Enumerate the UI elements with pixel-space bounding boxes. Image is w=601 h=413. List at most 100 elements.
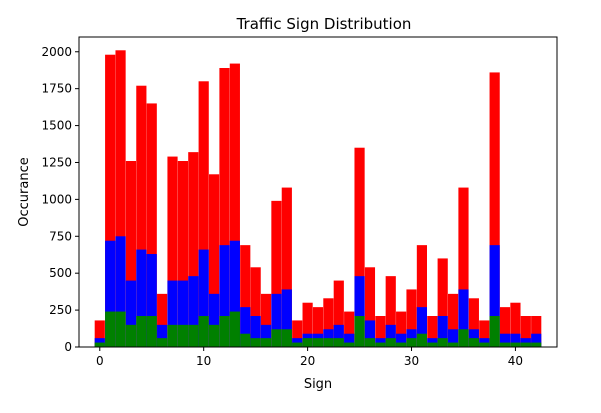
- y-axis-label: Occurance: [17, 157, 32, 226]
- bar-series2-sign-35: [458, 329, 469, 347]
- bar-series2-sign-9: [188, 324, 199, 347]
- bar-series2-sign-0: [94, 342, 105, 347]
- bar-series0-sign-13: [229, 63, 240, 347]
- bar-series0-sign-41: [520, 316, 531, 347]
- bar-series2-sign-13: [229, 311, 240, 347]
- x-tick-label: 40: [508, 354, 523, 368]
- bar-series2-sign-34: [448, 342, 459, 347]
- bar-series0-sign-40: [510, 302, 521, 347]
- bar-series1-sign-6: [157, 324, 168, 347]
- bar-series2-sign-28: [385, 338, 396, 347]
- bar-series0-sign-14: [240, 245, 251, 347]
- bar-series1-sign-40: [510, 333, 521, 347]
- bar-series2-sign-1: [105, 311, 116, 347]
- bar-series0-sign-22: [323, 298, 334, 347]
- bar-series1-sign-42: [531, 333, 542, 347]
- bar-series2-sign-20: [302, 338, 313, 347]
- bar-series2-sign-40: [510, 342, 521, 347]
- plot-frame: [78, 36, 558, 348]
- bar-series2-sign-26: [364, 338, 376, 347]
- bar-series0-sign-19: [292, 320, 303, 347]
- bar-series0-sign-42: [531, 316, 542, 347]
- bar-series2-sign-4: [136, 316, 147, 347]
- bar-series2-sign-10: [198, 316, 209, 347]
- bar-series1-sign-39: [499, 333, 511, 347]
- bar-series1-sign-2: [115, 236, 126, 347]
- bar-series0-sign-24: [344, 311, 355, 347]
- bar-series0-sign-6: [157, 293, 168, 347]
- y-tick-label: 750: [49, 229, 72, 243]
- bar-series2-sign-2: [115, 311, 126, 347]
- bar-series1-sign-33: [437, 316, 448, 347]
- bar-series0-sign-5: [146, 103, 157, 348]
- bar-series2-sign-33: [437, 338, 448, 347]
- bar-series2-sign-30: [406, 338, 417, 347]
- bar-series0-sign-35: [458, 187, 469, 347]
- bar-series2-sign-22: [323, 338, 334, 347]
- y-tick-label: 1000: [41, 192, 72, 206]
- bar-series2-sign-12: [219, 316, 230, 347]
- bar-series1-sign-12: [219, 245, 230, 347]
- bar-series2-sign-15: [250, 338, 261, 347]
- bar-series2-sign-29: [396, 342, 407, 347]
- bar-series2-sign-8: [177, 324, 188, 347]
- bar-series2-sign-16: [260, 338, 272, 347]
- y-tick-label: 1500: [41, 119, 72, 133]
- bar-series1-sign-15: [250, 316, 261, 347]
- bar-series0-sign-32: [427, 316, 438, 347]
- bar-series0-sign-15: [250, 267, 261, 347]
- bar-series1-sign-17: [271, 293, 282, 347]
- bar-series1-sign-35: [458, 289, 469, 347]
- y-axis-ticks: 0 250 500 750 1000 1250 1500 1750 2000: [41, 45, 79, 354]
- bar-series1-sign-8: [177, 280, 188, 347]
- bar-series0-sign-12: [219, 68, 230, 347]
- bar-series0-sign-3: [125, 161, 137, 347]
- bar-series2-sign-36: [468, 338, 479, 347]
- y-tick-label: 1250: [41, 155, 72, 169]
- x-tick-label: 0: [96, 354, 104, 368]
- bar-series1-sign-38: [489, 245, 500, 347]
- y-tick-label: 2000: [41, 45, 72, 59]
- bar-series2-sign-31: [416, 333, 427, 347]
- x-axis-label: Sign: [304, 377, 332, 392]
- bar-series2-sign-23: [333, 338, 344, 347]
- bar-series0-sign-0: [94, 320, 105, 347]
- y-tick-label: 1750: [41, 82, 72, 96]
- bar-series1-sign-16: [260, 324, 272, 347]
- bar-series0-sign-16: [260, 293, 272, 347]
- bar-series2-sign-7: [167, 324, 178, 347]
- bar-series1-sign-4: [136, 249, 147, 347]
- bar-series0-sign-18: [281, 187, 292, 347]
- bar-series2-sign-38: [489, 316, 500, 347]
- x-tick-label: 30: [404, 354, 419, 368]
- bar-series1-sign-34: [448, 329, 459, 347]
- bar-series2-sign-19: [292, 342, 303, 347]
- bar-series0-sign-29: [396, 311, 407, 347]
- bar-series2-sign-17: [271, 329, 282, 347]
- bar-series0-sign-20: [302, 302, 313, 347]
- x-axis-ticks: 0 10 20 30 40: [96, 347, 523, 368]
- bar-series0-sign-39: [499, 307, 511, 347]
- bar-series2-sign-27: [375, 342, 386, 347]
- bar-series0-sign-11: [209, 174, 220, 347]
- bar-series2-sign-37: [479, 342, 490, 347]
- bar-series1-sign-13: [229, 240, 240, 347]
- x-tick-label: 10: [196, 354, 211, 368]
- bar-series0-sign-25: [354, 147, 365, 347]
- bar-series0-sign-28: [385, 276, 396, 347]
- y-tick-label: 500: [49, 266, 72, 280]
- bar-series0-sign-2: [115, 50, 126, 347]
- bar-series0-sign-31: [416, 245, 427, 347]
- bar-series0-sign-33: [437, 258, 448, 347]
- bar-series0-sign-30: [406, 289, 417, 347]
- bar-series2-sign-39: [499, 342, 511, 347]
- bar-series1-sign-24: [344, 333, 355, 347]
- bar-series0-sign-37: [479, 320, 490, 347]
- bar-series0-sign-36: [468, 298, 479, 347]
- bar-series2-sign-18: [281, 329, 292, 347]
- bar-series1-sign-31: [416, 307, 427, 347]
- bar-series2-sign-14: [240, 333, 251, 347]
- bar-series0-sign-10: [198, 81, 209, 347]
- bar-series0-sign-23: [333, 280, 344, 347]
